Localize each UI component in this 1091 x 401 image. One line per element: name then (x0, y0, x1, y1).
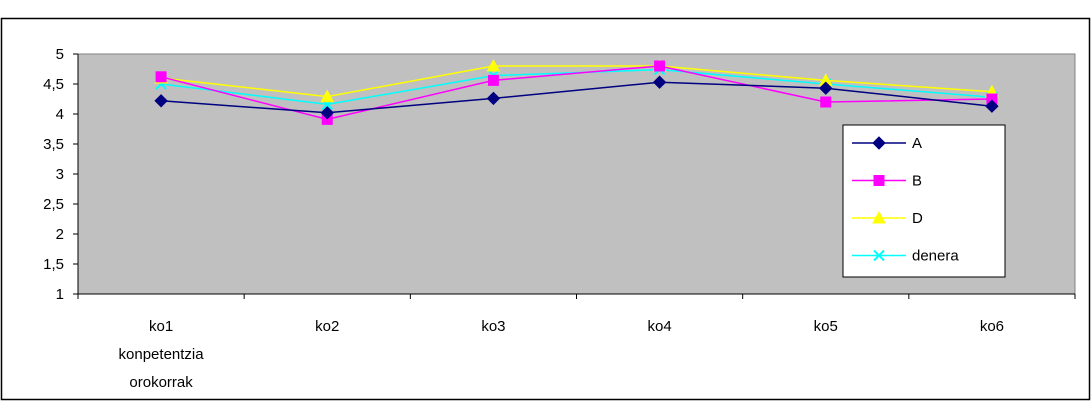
x-tick-label: ko1 konpetentzia orokorrak (119, 318, 205, 391)
series-A (154, 75, 999, 120)
legend-label: denera (912, 248, 959, 265)
y-tick-label: 3 (56, 166, 64, 183)
series-line-B (160, 65, 992, 121)
y-tick-label: 4 (56, 106, 64, 123)
series-line-D (160, 65, 992, 98)
legend-marker (873, 249, 885, 262)
data-point-A (320, 106, 334, 120)
series-line-A (161, 81, 992, 114)
y-tick-label: 4,5 (43, 76, 64, 93)
data-point-D (486, 58, 501, 72)
legend-marker (872, 136, 886, 150)
x-tick-label: ko5 (814, 318, 838, 335)
legend-label: B (912, 173, 922, 190)
legend-label: D (912, 210, 923, 227)
data-point-B (654, 60, 666, 72)
y-tick-label: 1 (56, 286, 64, 303)
data-point-A (819, 81, 833, 95)
x-tick-label: ko3 (481, 318, 505, 335)
data-point-D (320, 89, 335, 103)
y-tick-label: 5 (56, 46, 64, 63)
legend-item-B: B (852, 173, 922, 190)
legend-item-D: D (852, 210, 923, 227)
y-tick-label: 2 (56, 226, 64, 243)
y-tick-label: 3,5 (43, 136, 64, 153)
data-point-B (487, 74, 499, 86)
legend-marker (872, 210, 886, 224)
legend-item-A: A (852, 135, 922, 152)
legend-item-denera: denera (852, 248, 959, 265)
y-tick-label: 1,5 (43, 256, 64, 273)
x-tick-label: ko2 (315, 318, 339, 335)
data-point-A (652, 75, 667, 89)
data-point-A (154, 94, 168, 108)
legend-marker (873, 175, 885, 186)
data-point-B (820, 96, 832, 108)
y-tick-label: 2,5 (43, 196, 64, 213)
data-point-B (155, 71, 167, 83)
data-point-A (985, 99, 999, 113)
x-tick-label: ko4 (647, 318, 671, 335)
legend-box (842, 124, 1006, 278)
x-tick-label: ko6 (980, 318, 1004, 335)
data-point-A (486, 91, 501, 106)
legend-label: A (912, 135, 922, 152)
